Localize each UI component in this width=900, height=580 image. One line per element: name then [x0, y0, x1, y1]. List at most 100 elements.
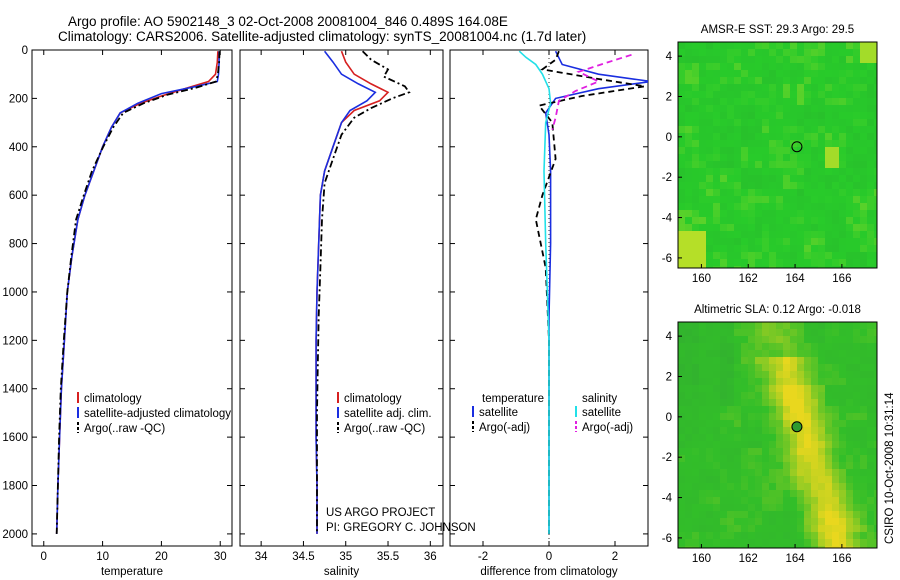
- field-cell: [734, 140, 742, 148]
- field-cell: [804, 77, 812, 85]
- field-cell: [755, 77, 763, 85]
- field-cell: [713, 42, 721, 50]
- field-cell: [678, 518, 686, 526]
- field-cell: [776, 126, 784, 134]
- field-cell: [741, 140, 749, 148]
- field-cell: [860, 504, 868, 512]
- field-cell: [867, 56, 875, 64]
- field-cell: [678, 455, 686, 463]
- field-cell: [685, 350, 693, 358]
- field-cell: [860, 84, 868, 92]
- field-cell: [692, 364, 700, 372]
- field-cell: [832, 497, 840, 505]
- field-cell: [713, 252, 721, 260]
- field-cell: [776, 77, 784, 85]
- y-tick-label: -6: [662, 533, 672, 545]
- field-cell: [832, 196, 840, 204]
- field-cell: [699, 511, 707, 519]
- field-cell: [699, 539, 707, 547]
- field-cell: [853, 462, 861, 470]
- field-cell: [804, 448, 812, 456]
- figure-title-line1: Argo profile: AO 5902148_3 02-Oct-2008 2…: [68, 14, 508, 29]
- field-cell: [734, 469, 742, 477]
- field-cell: [853, 224, 861, 232]
- field-cell: [832, 490, 840, 498]
- field-cell: [874, 427, 877, 435]
- field-cell: [762, 140, 770, 148]
- field-cell: [678, 497, 686, 505]
- field-cell: [706, 371, 714, 379]
- field-cell: [769, 497, 777, 505]
- legend-entry: Argo(-adj): [479, 422, 530, 434]
- field-cell: [839, 182, 847, 190]
- field-cell: [783, 217, 791, 225]
- field-cell: [755, 322, 763, 330]
- field-cell: [846, 154, 854, 162]
- field-cell: [699, 462, 707, 470]
- field-cell: [783, 504, 791, 512]
- field-cell: [713, 518, 721, 526]
- field-cell: [727, 203, 735, 211]
- field-cell: [720, 98, 728, 106]
- field-cell: [685, 483, 693, 491]
- field-cell: [713, 462, 721, 470]
- field-cell: [776, 490, 784, 498]
- field-cell: [762, 399, 770, 407]
- field-cell: [804, 434, 812, 442]
- field-cell: [825, 455, 833, 463]
- field-cell: [818, 497, 826, 505]
- field-cell: [867, 147, 875, 155]
- field-cell: [853, 455, 861, 463]
- field-cell: [776, 441, 784, 449]
- field-cell: [748, 210, 756, 218]
- field-cell: [755, 147, 763, 155]
- field-cell: [741, 539, 749, 547]
- field-cell: [804, 511, 812, 519]
- field-cell: [797, 448, 805, 456]
- field-cell: [727, 322, 735, 330]
- field-cell: [846, 203, 854, 211]
- field-cell: [867, 546, 875, 548]
- field-cell: [867, 133, 875, 141]
- field-cell: [846, 329, 854, 337]
- x-tick-label: 166: [832, 273, 851, 285]
- field-cell: [825, 266, 833, 268]
- field-cell: [797, 385, 805, 393]
- field-cell: [790, 119, 798, 127]
- field-cell: [797, 154, 805, 162]
- field-cell: [783, 350, 791, 358]
- field-cell: [797, 70, 805, 78]
- field-cell: [846, 77, 854, 85]
- field-cell: [734, 56, 742, 64]
- field-cell: [741, 413, 749, 421]
- x-tick-label: 164: [785, 273, 805, 285]
- field-cell: [699, 147, 707, 155]
- field-cell: [818, 210, 826, 218]
- field-cell: [839, 357, 847, 365]
- field-cell: [860, 63, 868, 71]
- field-cell: [790, 259, 798, 267]
- field-cell: [804, 91, 812, 99]
- field-cell: [727, 56, 735, 64]
- field-cell: [818, 469, 826, 477]
- field-cell: [874, 329, 877, 337]
- field-cell: [713, 70, 721, 78]
- field-cell: [846, 399, 854, 407]
- field-cell: [734, 497, 742, 505]
- x-tick-label: 36: [424, 551, 437, 563]
- field-cell: [692, 189, 700, 197]
- field-cell: [720, 231, 728, 239]
- field-cell: [832, 462, 840, 470]
- field-cell: [811, 476, 819, 484]
- field-cell: [818, 105, 826, 113]
- field-cell: [741, 476, 749, 484]
- field-cell: [804, 175, 812, 183]
- field-cell: [692, 154, 700, 162]
- field-cell: [811, 42, 819, 50]
- field-cell: [692, 224, 700, 232]
- field-cell: [811, 532, 819, 540]
- field-cell: [692, 420, 700, 428]
